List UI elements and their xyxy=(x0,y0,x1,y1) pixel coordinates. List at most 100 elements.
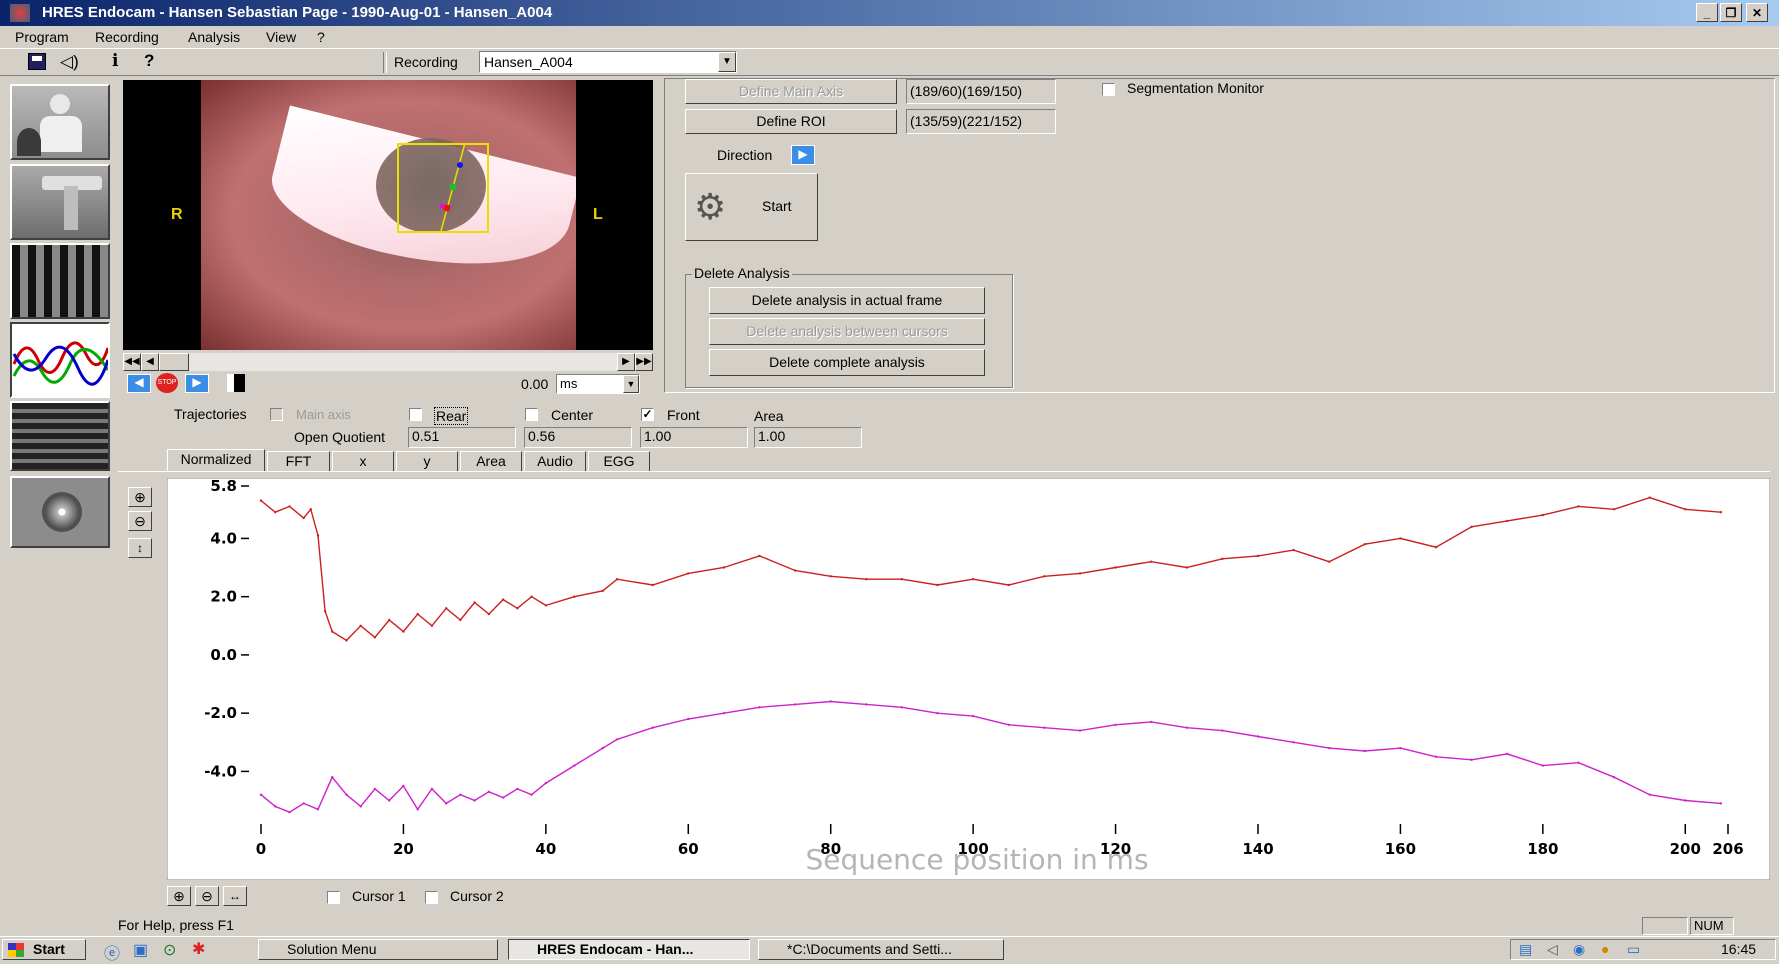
sidebar-kymogram-button[interactable] xyxy=(10,243,110,319)
sidebar-overview-button[interactable] xyxy=(10,401,110,471)
data-point xyxy=(544,604,548,607)
cursor2-label[interactable]: Cursor 2 xyxy=(450,888,504,904)
delete-actual-frame-button[interactable]: Delete analysis in actual frame xyxy=(709,287,985,314)
menu-recording[interactable]: Recording xyxy=(95,29,159,45)
tab-audio[interactable]: Audio xyxy=(524,451,586,472)
roi-box[interactable] xyxy=(397,143,489,233)
browser-icon[interactable]: ⓔ xyxy=(104,946,121,963)
sidebar-patient-button[interactable] xyxy=(10,84,110,160)
cursor1-label[interactable]: Cursor 1 xyxy=(352,888,406,904)
tab-fft[interactable]: FFT xyxy=(267,451,330,472)
network-icon[interactable]: ▤ xyxy=(1519,941,1533,957)
tab-egg[interactable]: EGG xyxy=(588,451,650,472)
title-bar: HRES Endocam - Hansen Sebastian Page - 1… xyxy=(0,0,1779,26)
chevron-down-icon[interactable]: ▼ xyxy=(623,375,639,393)
tab-area[interactable]: Area xyxy=(460,451,522,472)
menu-program[interactable]: Program xyxy=(15,29,69,45)
segmentation-monitor-checkbox[interactable] xyxy=(1102,83,1115,96)
chevron-down-icon[interactable]: ▼ xyxy=(718,52,736,72)
video-scrollbar[interactable]: ◀◀ ◀ ▶ ▶▶ xyxy=(123,353,653,371)
front-label[interactable]: Front xyxy=(667,407,700,423)
first-frame-button[interactable]: ◀◀ xyxy=(123,353,141,371)
delete-complete-analysis-button[interactable]: Delete complete analysis xyxy=(709,349,985,376)
time-unit-value: ms xyxy=(560,376,578,391)
rear-checkbox[interactable] xyxy=(409,408,422,421)
tab-x[interactable]: x xyxy=(332,451,394,472)
start-button[interactable]: ⚙ Start xyxy=(685,173,818,241)
data-point xyxy=(936,712,939,715)
center-checkbox[interactable] xyxy=(525,408,538,421)
start-button[interactable]: Start xyxy=(2,939,86,960)
recording-select[interactable]: Hansen_A004 ▼ xyxy=(479,51,737,73)
center-label[interactable]: Center xyxy=(551,407,594,423)
cursor1-checkbox[interactable] xyxy=(327,891,340,904)
info-icon[interactable]: i xyxy=(112,51,119,71)
fit-x-icon[interactable]: ↔ xyxy=(223,886,247,906)
tray-monitor-icon[interactable]: ▭ xyxy=(1627,941,1641,957)
prev-frame-button[interactable]: ◀ xyxy=(141,353,159,371)
segmentation-monitor-label[interactable]: Segmentation Monitor xyxy=(1127,80,1264,96)
menu-help[interactable]: ? xyxy=(317,29,325,45)
tab-y[interactable]: y xyxy=(396,451,458,472)
next-frame-button[interactable]: ▶ xyxy=(617,353,635,371)
speaker-icon[interactable]: ◁) xyxy=(60,52,79,71)
save-icon[interactable] xyxy=(28,53,46,70)
play-forward-icon[interactable]: ▶ xyxy=(185,374,209,393)
menu-analysis[interactable]: Analysis xyxy=(188,29,241,45)
time-unit-select[interactable]: ms ▼ xyxy=(556,374,640,394)
zoom-out-y-icon[interactable]: ⊖ xyxy=(128,511,152,531)
volume-icon[interactable]: ◁ xyxy=(1547,941,1558,957)
x-tick-label: 80 xyxy=(820,840,841,858)
data-point xyxy=(373,636,377,639)
data-point xyxy=(1470,525,1473,528)
zoom-in-x-icon[interactable]: ⊕ xyxy=(167,886,191,906)
menu-view[interactable]: View xyxy=(266,29,297,45)
cursor2-checkbox[interactable] xyxy=(425,891,438,904)
taskbar-item-documents[interactable]: *C:\Documents and Setti... xyxy=(758,939,1004,960)
data-point xyxy=(1434,755,1438,758)
data-point xyxy=(1541,764,1545,767)
data-point xyxy=(651,726,654,729)
define-roi-button[interactable]: Define ROI xyxy=(685,109,897,134)
play-back-icon[interactable]: ◀ xyxy=(127,374,151,393)
x-tick-label: 40 xyxy=(535,840,556,858)
oq-area-value: 1.00 xyxy=(754,427,862,448)
tab-normalized[interactable]: Normalized xyxy=(167,449,265,472)
sidebar-endoscope-button[interactable] xyxy=(10,164,110,240)
video-frame[interactable]: R L xyxy=(123,80,653,350)
sidebar-trajectories-button[interactable] xyxy=(10,322,110,398)
scroll-thumb[interactable] xyxy=(159,353,189,371)
minimize-button[interactable]: _ xyxy=(1696,3,1718,22)
taskbar-item-endocam-label: HRES Endocam - Han... xyxy=(537,941,694,957)
data-point xyxy=(900,578,904,581)
rear-label[interactable]: Rear xyxy=(434,407,469,425)
taskbar-item-solution-menu[interactable]: Solution Menu xyxy=(258,939,498,960)
media-player-icon[interactable]: ⊙ xyxy=(163,942,177,959)
stop-icon[interactable]: STOP xyxy=(156,373,178,393)
taskbar-item-endocam[interactable]: HRES Endocam - Han... xyxy=(508,939,750,960)
data-point xyxy=(1434,546,1438,549)
trajectory-chart[interactable]: 5.8 4.0 2.0 0.0 -2.0 -4.0 0 20 40 60 80 100 120 140 1… xyxy=(167,478,1770,880)
data-point xyxy=(1363,749,1367,753)
last-frame-button[interactable]: ▶▶ xyxy=(635,353,653,371)
zoom-out-x-icon[interactable]: ⊖ xyxy=(195,886,219,906)
frame-slider[interactable] xyxy=(227,374,245,392)
data-point xyxy=(758,554,761,558)
main-axis-line xyxy=(439,143,466,232)
data-point xyxy=(416,808,419,811)
zoom-in-y-icon[interactable]: ⊕ xyxy=(128,487,152,507)
whats-this-icon[interactable]: ? xyxy=(144,51,155,70)
data-point xyxy=(1506,519,1509,523)
front-checkbox[interactable]: ✓ xyxy=(641,407,654,421)
data-point xyxy=(459,793,462,796)
y-tick-label: -2.0 xyxy=(204,704,237,722)
direction-arrow-icon[interactable]: ▶ xyxy=(791,145,815,165)
close-button[interactable]: ✕ xyxy=(1746,3,1768,22)
security-icon[interactable]: ◉ xyxy=(1573,941,1586,957)
tray-app-icon[interactable]: ● xyxy=(1601,941,1610,957)
explorer-icon[interactable]: ▣ xyxy=(133,942,149,959)
endocam-quick-icon[interactable]: ✱ xyxy=(192,941,206,958)
sidebar-export-button[interactable] xyxy=(10,476,110,548)
fit-y-icon[interactable]: ↕ xyxy=(128,538,152,558)
restore-button[interactable]: ❐ xyxy=(1720,3,1742,22)
